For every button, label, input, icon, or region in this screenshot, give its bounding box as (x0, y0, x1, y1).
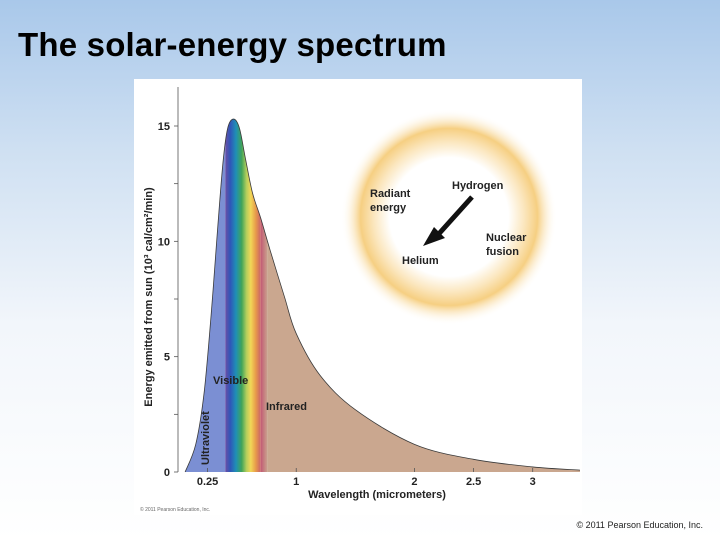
band-infrared-edge (260, 119, 268, 472)
x-tick-label: 0.25 (197, 476, 218, 488)
x-tick-label: 2.5 (466, 476, 481, 488)
inset-arrow-head (423, 227, 445, 246)
y-tick-label: 0 (164, 467, 170, 479)
y-tick-label: 10 (158, 236, 170, 248)
x-tick-label: 3 (530, 476, 536, 488)
spectrum-chart: 0 5 10 15 0.25 1 2 2.5 3 Wavelength (micrometer… (143, 87, 581, 501)
spectrum-curve (184, 118, 581, 473)
band-label-infrared: Infrared (266, 401, 307, 413)
band-label-visible: Visible (213, 375, 248, 387)
x-tick-label: 2 (411, 476, 417, 488)
inset-label-helium: Helium (402, 255, 439, 267)
inset-label-radiant-energy: Radiant energy (370, 188, 413, 214)
figure-credit: © 2011 Pearson Education, Inc. (140, 507, 211, 513)
spectrum-figure: 0 5 10 15 0.25 1 2 2.5 3 Wavelength (micrometer… (134, 79, 582, 515)
band-label-ultraviolet: Ultraviolet (200, 411, 212, 465)
x-tick-label: 1 (293, 476, 299, 488)
y-tick-label: 15 (158, 121, 170, 133)
copyright-notice: © 2011 Pearson Education, Inc. (576, 520, 703, 530)
y-tick-label: 5 (164, 352, 170, 364)
slide-title: The solar-energy spectrum (18, 26, 447, 63)
inset-label-nuclear-fusion: Nuclear fusion (486, 232, 529, 258)
sun-inset-glow (341, 109, 557, 325)
band-visible (225, 119, 261, 472)
y-axis-label: Energy emitted from sun (10³ cal/cm²/min… (143, 187, 155, 407)
x-axis-label: Wavelength (micrometers) (308, 489, 446, 501)
inset-label-hydrogen: Hydrogen (452, 180, 504, 192)
inset-arrow-shaft (434, 195, 474, 239)
